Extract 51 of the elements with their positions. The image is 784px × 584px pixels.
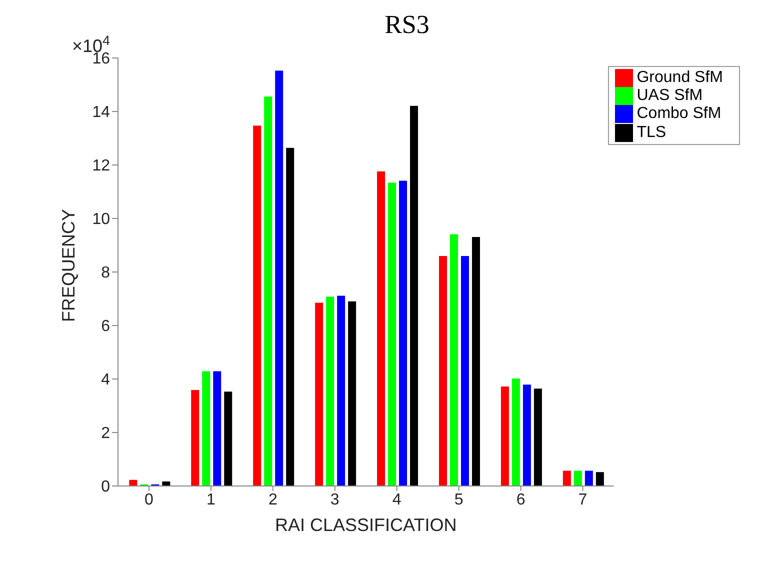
bar bbox=[315, 302, 324, 486]
bar bbox=[286, 148, 294, 486]
bar bbox=[450, 234, 458, 486]
x-tick-label: 3 bbox=[330, 491, 340, 508]
x-tick-label: 1 bbox=[206, 491, 216, 508]
bar bbox=[377, 171, 386, 486]
bar bbox=[534, 388, 542, 486]
bar bbox=[584, 470, 593, 486]
y-tick-label: 6 bbox=[101, 318, 110, 336]
x-tick-label: 0 bbox=[144, 491, 154, 508]
legend-label: Ground SfM bbox=[636, 69, 723, 86]
x-tick-label: 2 bbox=[268, 491, 278, 508]
y-tick-label: 4 bbox=[101, 372, 110, 389]
y-tick-label: 8 bbox=[101, 264, 110, 282]
bar bbox=[191, 390, 200, 486]
bar bbox=[472, 236, 480, 486]
bar bbox=[399, 180, 408, 486]
bar bbox=[562, 470, 571, 486]
bar bbox=[596, 472, 604, 486]
bar bbox=[460, 256, 469, 486]
bar bbox=[337, 296, 346, 486]
bar bbox=[253, 126, 262, 486]
chart-title: RS3 bbox=[384, 10, 430, 39]
legend-label: Combo SfM bbox=[636, 106, 722, 123]
x-tick-label: 4 bbox=[392, 491, 402, 508]
x-tick-label: 7 bbox=[578, 491, 588, 508]
bar bbox=[512, 378, 520, 486]
y-tick-label: 12 bbox=[92, 158, 110, 175]
y-tick-label: 10 bbox=[92, 211, 110, 228]
y-tick-label: 0 bbox=[101, 478, 110, 496]
bar bbox=[500, 386, 509, 486]
bar bbox=[410, 106, 418, 486]
x-tick-label: 5 bbox=[454, 491, 464, 508]
bar bbox=[264, 96, 272, 486]
bar bbox=[213, 371, 222, 486]
bar bbox=[348, 301, 356, 486]
bar bbox=[388, 182, 396, 486]
bar bbox=[224, 392, 232, 486]
legend-label: UAS SfM bbox=[636, 87, 703, 104]
y-tick-label: 14 bbox=[92, 104, 110, 122]
bar bbox=[522, 384, 531, 486]
x-tick-label: 6 bbox=[516, 491, 526, 508]
bar bbox=[574, 470, 582, 486]
bar bbox=[326, 296, 334, 486]
bar bbox=[202, 371, 210, 486]
y-axis-title: FREQUENCY bbox=[58, 208, 78, 322]
y-tick-label: 2 bbox=[101, 425, 110, 442]
bar bbox=[275, 70, 284, 486]
x-axis-title: RAI CLASSIFICATION bbox=[275, 515, 457, 535]
legend-label: TLS bbox=[636, 124, 666, 141]
bar bbox=[438, 256, 447, 486]
